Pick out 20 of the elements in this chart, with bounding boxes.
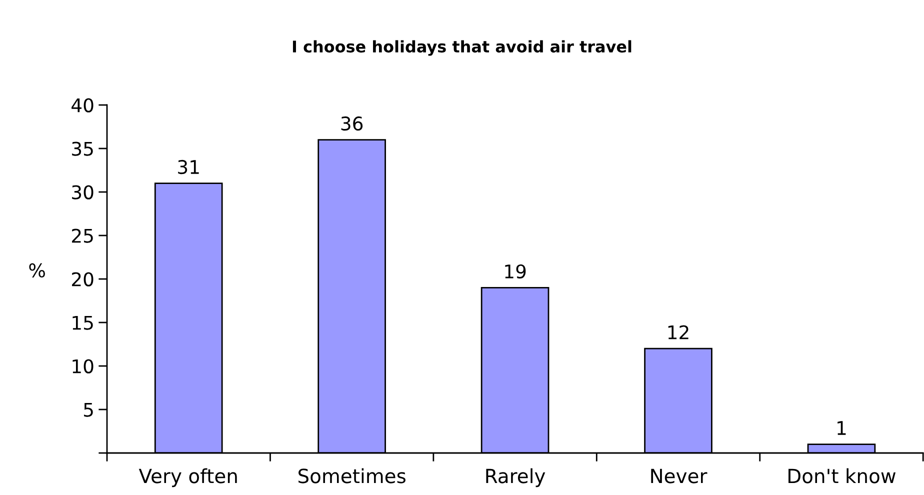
x-tick-label: Never <box>651 468 708 484</box>
y-tick-label: 5 <box>84 402 93 417</box>
data-label: 1 <box>838 421 846 435</box>
x-tick-label: Sometimes <box>298 468 406 484</box>
y-tick-label: 10 <box>72 359 94 374</box>
y-axis-title: % <box>29 263 45 278</box>
data-label: 36 <box>341 116 363 131</box>
data-label: 19 <box>505 264 526 279</box>
y-tick-label: 25 <box>72 228 93 243</box>
x-tick-label: Don't know <box>788 468 896 484</box>
y-tick-label: 20 <box>72 272 94 286</box>
x-tick-label: Rarely <box>486 468 546 488</box>
data-label: 31 <box>178 160 199 174</box>
data-label: 12 <box>668 325 688 340</box>
chart-title: I choose holidays that avoid air travel <box>292 40 632 56</box>
x-tick-label: Very often <box>138 468 237 488</box>
y-tick-label: 40 <box>72 98 94 112</box>
y-tick-label: 15 <box>72 316 93 330</box>
y-tick-label: 30 <box>72 185 94 200</box>
y-tick-label: 35 <box>72 142 93 156</box>
